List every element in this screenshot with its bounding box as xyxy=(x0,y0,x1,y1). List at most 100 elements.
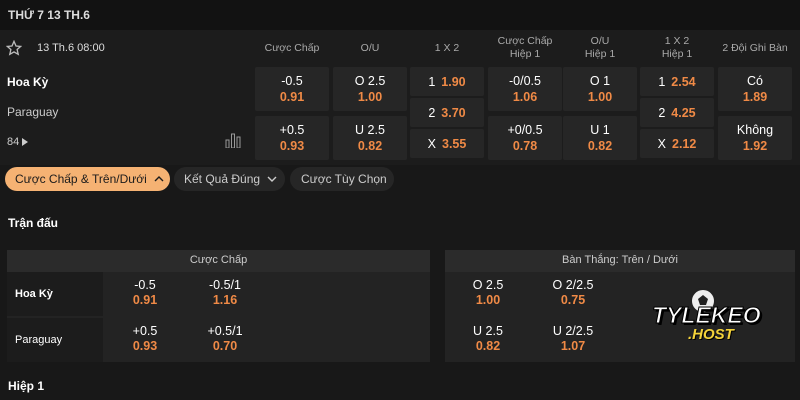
team-name: Paraguay xyxy=(15,334,63,346)
odds-value: 1.00 xyxy=(357,90,383,104)
selection-label: U 2/2.5 xyxy=(552,324,594,338)
footer-section: Hiệp 1 xyxy=(8,379,45,393)
column-header: Cược Chấp Hiệp 1 xyxy=(497,35,553,60)
odds-value: 2.54 xyxy=(671,75,696,89)
odds-value: 3.55 xyxy=(442,137,467,151)
more-arrow xyxy=(22,138,28,146)
selection-label: O 1 xyxy=(589,74,611,88)
selection-label: +0.5/1 xyxy=(207,324,243,338)
selection-label: +0.5 xyxy=(279,123,305,137)
team-name: Hoa Kỳ xyxy=(15,288,53,300)
selection-label: -0/0.5 xyxy=(509,74,541,88)
odds-value: 0.93 xyxy=(132,339,158,353)
odds-cell[interactable]: 1 1.90 xyxy=(410,67,484,96)
tab-active[interactable]: Cược Chấp & Trên/Dưới xyxy=(5,167,170,191)
odds-value: 2.12 xyxy=(672,137,697,151)
team-cell xyxy=(7,272,103,316)
column-header: O/U xyxy=(360,42,380,54)
selection-label: X xyxy=(657,137,666,151)
selection-label: +0/0.5 xyxy=(507,123,543,137)
odds-value: 0.78 xyxy=(512,139,538,153)
odds-cell[interactable]: +0.5 0.93 xyxy=(255,116,329,160)
odds-value: 0.82 xyxy=(587,139,613,153)
odds-cell[interactable]: +0/0.5 0.78 xyxy=(488,116,562,160)
odds-value: 4.25 xyxy=(671,106,696,120)
odds-cell[interactable]: +0.5 0.93 xyxy=(105,324,185,358)
away-team: Paraguay xyxy=(7,105,59,119)
odds-cell[interactable]: 2 4.25 xyxy=(640,98,714,127)
odds-cell[interactable]: X 3.55 xyxy=(410,129,484,158)
column-header: O/U Hiệp 1 xyxy=(584,35,616,60)
selection-label: O 2.5 xyxy=(354,74,386,88)
odds-cell[interactable]: O 2/2.5 0.75 xyxy=(533,278,613,312)
odds-cell[interactable]: O 2.5 1.00 xyxy=(333,67,407,111)
odds-cell[interactable]: -0/0.5 1.06 xyxy=(488,67,562,111)
odds-cell[interactable]: +0.5/1 0.70 xyxy=(185,324,265,358)
watermark-line1: TYLEKEO xyxy=(652,302,762,329)
selection-label: Không xyxy=(736,123,774,137)
tab-label: Kết Quả Đúng xyxy=(184,172,261,186)
odds-cell[interactable]: U 2/2.5 1.07 xyxy=(533,324,613,358)
tab[interactable]: Cược Tùy Chọn xyxy=(290,167,394,191)
odds-value: 1.00 xyxy=(587,90,613,104)
selection-label: +0.5 xyxy=(132,324,158,338)
odds-cell[interactable]: O 1 1.00 xyxy=(563,67,637,111)
odds-cell[interactable]: U 2.5 0.82 xyxy=(333,116,407,160)
selection-label: O 2/2.5 xyxy=(552,278,594,292)
section-title: Trận đấu xyxy=(8,216,59,230)
odds-cell[interactable]: -0.5 0.91 xyxy=(255,67,329,111)
selection-label: 2 xyxy=(658,106,666,120)
watermark-ball xyxy=(690,288,716,314)
selection-label: 1 xyxy=(658,75,666,89)
odds-cell[interactable]: O 2.5 1.00 xyxy=(448,278,528,312)
chevron-down xyxy=(267,176,277,182)
selection-label: U 2.5 xyxy=(355,123,385,137)
tab-label: Cược Tùy Chọn xyxy=(301,172,387,186)
odds-value: 1.07 xyxy=(560,339,586,353)
favorite-star[interactable] xyxy=(6,40,22,56)
selection-label: O 2.5 xyxy=(472,278,504,292)
odds-cell[interactable]: 2 3.70 xyxy=(410,98,484,127)
column-header: 1 X 2 Hiệp 1 xyxy=(661,35,693,60)
selection-label: U 1 xyxy=(590,123,610,137)
odds-value: 0.75 xyxy=(560,293,586,307)
odds-cell[interactable]: U 1 0.82 xyxy=(563,116,637,160)
odds-value: 0.70 xyxy=(212,339,238,353)
selection-label: -0.5 xyxy=(281,74,303,88)
kickoff-time: 13 Th.6 08:00 xyxy=(37,42,105,54)
stats-icon[interactable] xyxy=(225,133,241,148)
odds-value: 1.00 xyxy=(475,293,501,307)
column-header: 2 Đội Ghi Bàn xyxy=(722,42,788,54)
panel-header: Cược Chấp xyxy=(7,250,430,272)
tab-label: Cược Chấp & Trên/Dưới xyxy=(15,172,147,186)
odds-cell[interactable]: -0.5/1 1.16 xyxy=(185,278,265,312)
date-header: THỨ 7 13 TH.6 xyxy=(8,8,90,22)
odds-value: 1.89 xyxy=(742,90,768,104)
selection-label: 2 xyxy=(428,106,436,120)
odds-value: 1.06 xyxy=(512,90,538,104)
odds-cell[interactable]: Có 1.89 xyxy=(718,67,792,111)
tab[interactable]: Kết Quả Đúng xyxy=(174,167,285,191)
odds-value: 1.90 xyxy=(441,75,466,89)
watermark-line2: .HOST xyxy=(688,326,734,343)
team-cell xyxy=(7,318,103,362)
selection-label: 1 xyxy=(428,75,436,89)
odds-cell[interactable]: Không 1.92 xyxy=(718,116,792,160)
selection-label: X xyxy=(427,137,436,151)
column-header: Cược Chấp xyxy=(264,42,320,54)
chevron-up xyxy=(154,176,164,182)
home-team: Hoa Kỳ xyxy=(7,75,49,89)
odds-cell[interactable]: 1 2.54 xyxy=(640,67,714,96)
odds-cell[interactable]: U 2.5 0.82 xyxy=(448,324,528,358)
odds-value: 3.70 xyxy=(441,106,466,120)
odds-value: 0.93 xyxy=(279,139,305,153)
odds-value: 0.91 xyxy=(132,293,158,307)
selection-label: Có xyxy=(747,74,763,88)
more-markets[interactable]: 84 xyxy=(7,136,20,148)
odds-value: 1.16 xyxy=(212,293,238,307)
odds-cell[interactable]: X 2.12 xyxy=(640,129,714,158)
selection-label: -0.5 xyxy=(134,278,156,292)
odds-cell[interactable]: -0.5 0.91 xyxy=(105,278,185,312)
odds-value: 1.92 xyxy=(742,139,768,153)
